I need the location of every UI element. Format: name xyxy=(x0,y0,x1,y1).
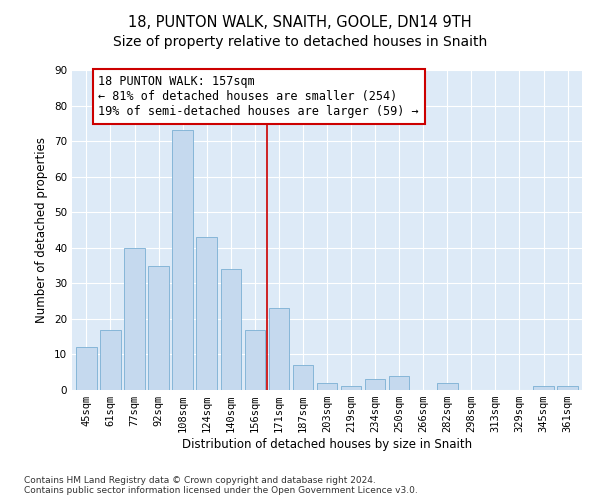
Bar xyxy=(124,248,145,390)
Text: Contains HM Land Registry data © Crown copyright and database right 2024.
Contai: Contains HM Land Registry data © Crown c… xyxy=(24,476,418,495)
Bar xyxy=(365,380,385,390)
X-axis label: Distribution of detached houses by size in Snaith: Distribution of detached houses by size … xyxy=(182,438,472,451)
Bar xyxy=(221,269,241,390)
Bar xyxy=(269,308,289,390)
Bar xyxy=(100,330,121,390)
Text: 18, PUNTON WALK, SNAITH, GOOLE, DN14 9TH: 18, PUNTON WALK, SNAITH, GOOLE, DN14 9TH xyxy=(128,15,472,30)
Bar xyxy=(389,376,409,390)
Bar xyxy=(341,386,361,390)
Bar xyxy=(172,130,193,390)
Bar xyxy=(317,383,337,390)
Bar xyxy=(76,348,97,390)
Bar xyxy=(148,266,169,390)
Bar xyxy=(196,237,217,390)
Text: Size of property relative to detached houses in Snaith: Size of property relative to detached ho… xyxy=(113,35,487,49)
Y-axis label: Number of detached properties: Number of detached properties xyxy=(35,137,49,323)
Bar xyxy=(245,330,265,390)
Bar xyxy=(293,365,313,390)
Bar xyxy=(533,386,554,390)
Text: 18 PUNTON WALK: 157sqm
← 81% of detached houses are smaller (254)
19% of semi-de: 18 PUNTON WALK: 157sqm ← 81% of detached… xyxy=(98,76,419,118)
Bar xyxy=(437,383,458,390)
Bar xyxy=(557,386,578,390)
